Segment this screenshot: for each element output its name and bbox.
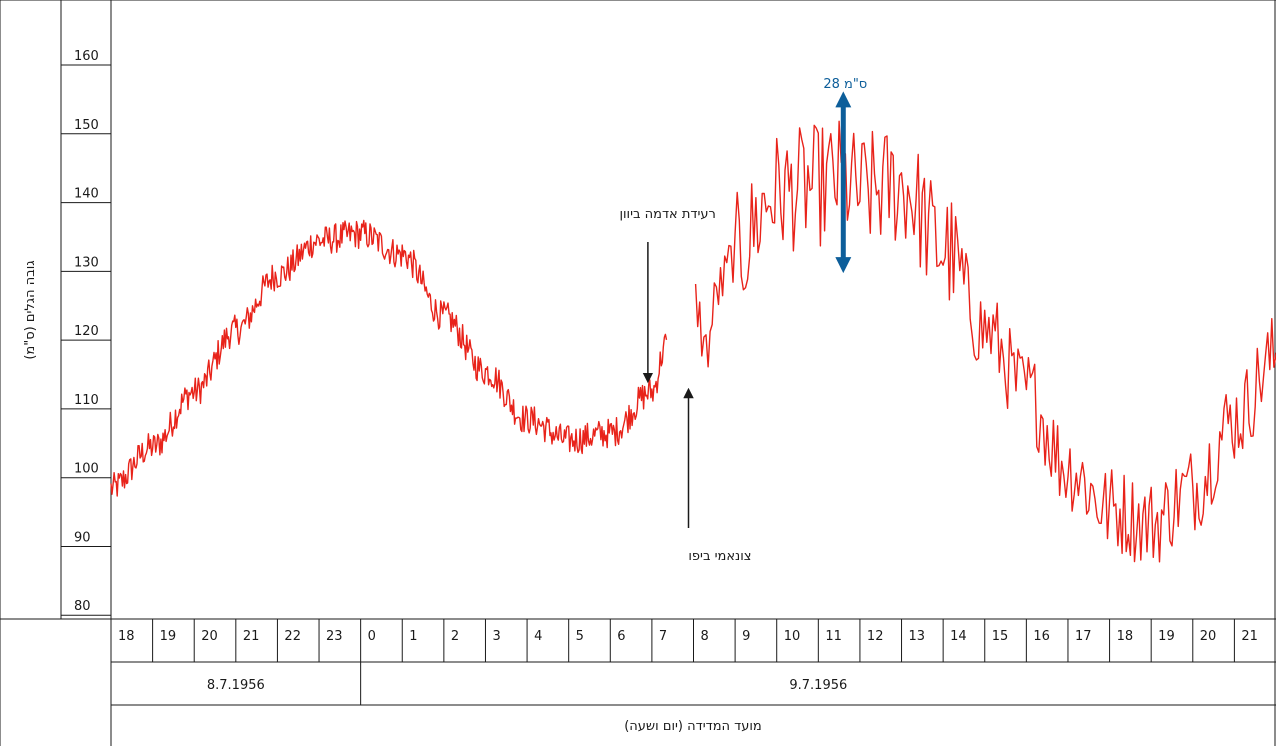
y-tick-label: 110 <box>74 393 99 408</box>
y-axis-label: גובה הגלים (ס"מ) <box>23 260 38 359</box>
hour-tick-label: 18 <box>1117 629 1134 644</box>
y-tick-label: 150 <box>74 118 99 133</box>
hour-tick-label: 20 <box>201 629 218 644</box>
hour-tick-label: 21 <box>243 629 260 644</box>
tide-series-segment <box>110 219 668 497</box>
hour-tick-label: 12 <box>867 629 884 644</box>
hour-tick-label: 16 <box>1033 629 1050 644</box>
hour-tick-label: 13 <box>909 629 926 644</box>
hour-tick-label: 19 <box>160 629 177 644</box>
hour-axis: 18 19 20 21 22 23 0 1 2 3 4 5 6 7 8 9 10 11 12 13 14 15 16 17 18… <box>118 619 1258 662</box>
hour-tick-label: 0 <box>368 629 376 644</box>
hour-tick-label: 23 <box>326 629 343 644</box>
hour-tick-label: 17 <box>1075 629 1092 644</box>
earthquake-label: רעידת אדמה ביוון <box>619 207 715 222</box>
hour-tick-label: 3 <box>492 629 500 644</box>
y-tick-label: 100 <box>74 462 99 477</box>
hour-tick-label: 2 <box>451 629 459 644</box>
amplitude-label: 28 ס"מ <box>823 77 867 92</box>
date-label: 9.7.1956 <box>789 678 847 693</box>
hour-tick-label: 20 <box>1200 629 1217 644</box>
date-axis: 8.7.1956 9.7.1956 <box>207 662 847 705</box>
tsunami-label: צונאמי ביפו <box>688 549 751 564</box>
hour-tick-label: 10 <box>784 629 801 644</box>
hour-tick-label: 14 <box>950 629 967 644</box>
y-tick-label: 90 <box>74 530 91 545</box>
hour-tick-label: 11 <box>825 629 842 644</box>
hour-tick-label: 18 <box>118 629 135 644</box>
tide-series-segment <box>694 120 1276 563</box>
hour-tick-label: 5 <box>576 629 584 644</box>
hour-tick-label: 7 <box>659 629 667 644</box>
hour-tick-label: 8 <box>701 629 709 644</box>
y-tick-label: 140 <box>74 187 99 202</box>
y-tick-label: 120 <box>74 324 99 339</box>
hour-tick-label: 19 <box>1158 629 1175 644</box>
hour-tick-label: 6 <box>617 629 625 644</box>
y-tick-label: 130 <box>74 255 99 270</box>
hour-tick-label: 1 <box>409 629 417 644</box>
hour-tick-label: 22 <box>284 629 301 644</box>
y-axis: 80 90 100 110 120 130 140 150 160 <box>61 49 111 616</box>
hour-tick-label: 15 <box>992 629 1009 644</box>
plot-area: 28 ס"מ רעידת אדמה ביוון צונאמי ביפו <box>110 77 1276 564</box>
hour-tick-label: 21 <box>1241 629 1258 644</box>
x-axis-label: מועד המדידה (יום ושעה) <box>624 719 762 734</box>
date-label: 8.7.1956 <box>207 678 265 693</box>
y-tick-label: 160 <box>74 49 99 64</box>
y-tick-label: 80 <box>74 599 91 614</box>
hour-tick-label: 9 <box>742 629 750 644</box>
hour-tick-label: 4 <box>534 629 542 644</box>
